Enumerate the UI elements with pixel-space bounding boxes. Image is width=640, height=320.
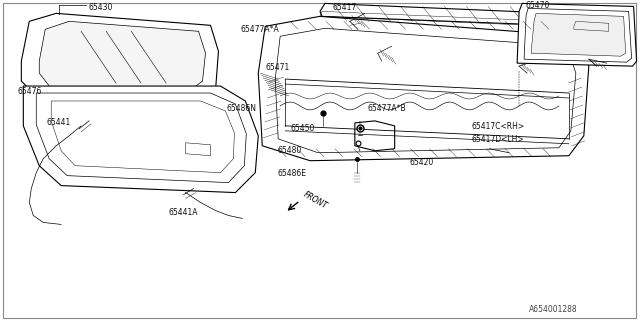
Polygon shape bbox=[531, 13, 626, 56]
Polygon shape bbox=[23, 86, 259, 193]
Text: FRONT: FRONT bbox=[302, 190, 329, 211]
Text: 65417C<RH>: 65417C<RH> bbox=[471, 122, 524, 132]
Text: 65430: 65430 bbox=[88, 3, 113, 12]
Text: 65477A*A: 65477A*A bbox=[241, 25, 279, 34]
Text: 65441: 65441 bbox=[46, 118, 70, 127]
Polygon shape bbox=[517, 4, 637, 66]
Polygon shape bbox=[21, 13, 218, 109]
Text: 65441A: 65441A bbox=[169, 208, 198, 217]
Polygon shape bbox=[320, 4, 561, 25]
Polygon shape bbox=[39, 21, 205, 96]
Polygon shape bbox=[259, 16, 589, 161]
Text: 65470: 65470 bbox=[525, 1, 550, 10]
Text: 65486N: 65486N bbox=[227, 104, 257, 114]
Text: 65450: 65450 bbox=[290, 124, 314, 133]
Text: 65471: 65471 bbox=[265, 63, 289, 72]
Text: 65477A*B: 65477A*B bbox=[368, 104, 406, 114]
Text: 65420: 65420 bbox=[410, 158, 434, 167]
Text: 65417: 65417 bbox=[333, 3, 357, 12]
Text: 65476: 65476 bbox=[17, 86, 42, 96]
Polygon shape bbox=[355, 121, 395, 151]
Text: A654001288: A654001288 bbox=[529, 305, 578, 314]
Text: 65417D<LH>: 65417D<LH> bbox=[471, 135, 524, 144]
Text: 65486E: 65486E bbox=[277, 169, 306, 178]
Text: 65480: 65480 bbox=[277, 146, 301, 155]
